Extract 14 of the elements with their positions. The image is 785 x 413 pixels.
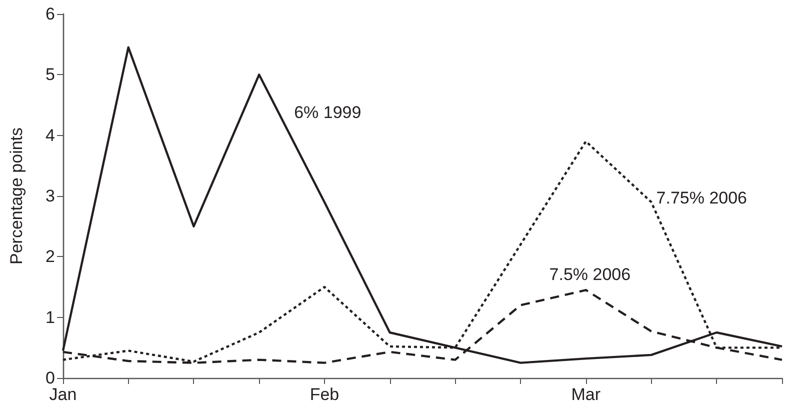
x-tick-label: Mar bbox=[571, 385, 601, 404]
series-label: 6% 1999 bbox=[294, 103, 362, 122]
y-tick-label: 4 bbox=[46, 126, 55, 145]
y-tick-label: 5 bbox=[46, 65, 55, 84]
y-tick-label: 6 bbox=[46, 4, 55, 24]
x-tick-label: Feb bbox=[310, 385, 340, 404]
y-tick-label: 3 bbox=[46, 186, 55, 206]
y-tick-label: 2 bbox=[46, 247, 55, 266]
y-tick-label: 0 bbox=[46, 368, 55, 388]
y-axis-title: Percentage points bbox=[7, 127, 26, 265]
series-label: 7.5% 2006 bbox=[549, 265, 631, 284]
series-label: 7.75% 2006 bbox=[656, 188, 748, 208]
y-tick-label: 1 bbox=[46, 308, 55, 327]
x-tick-label: Jan bbox=[49, 385, 77, 404]
